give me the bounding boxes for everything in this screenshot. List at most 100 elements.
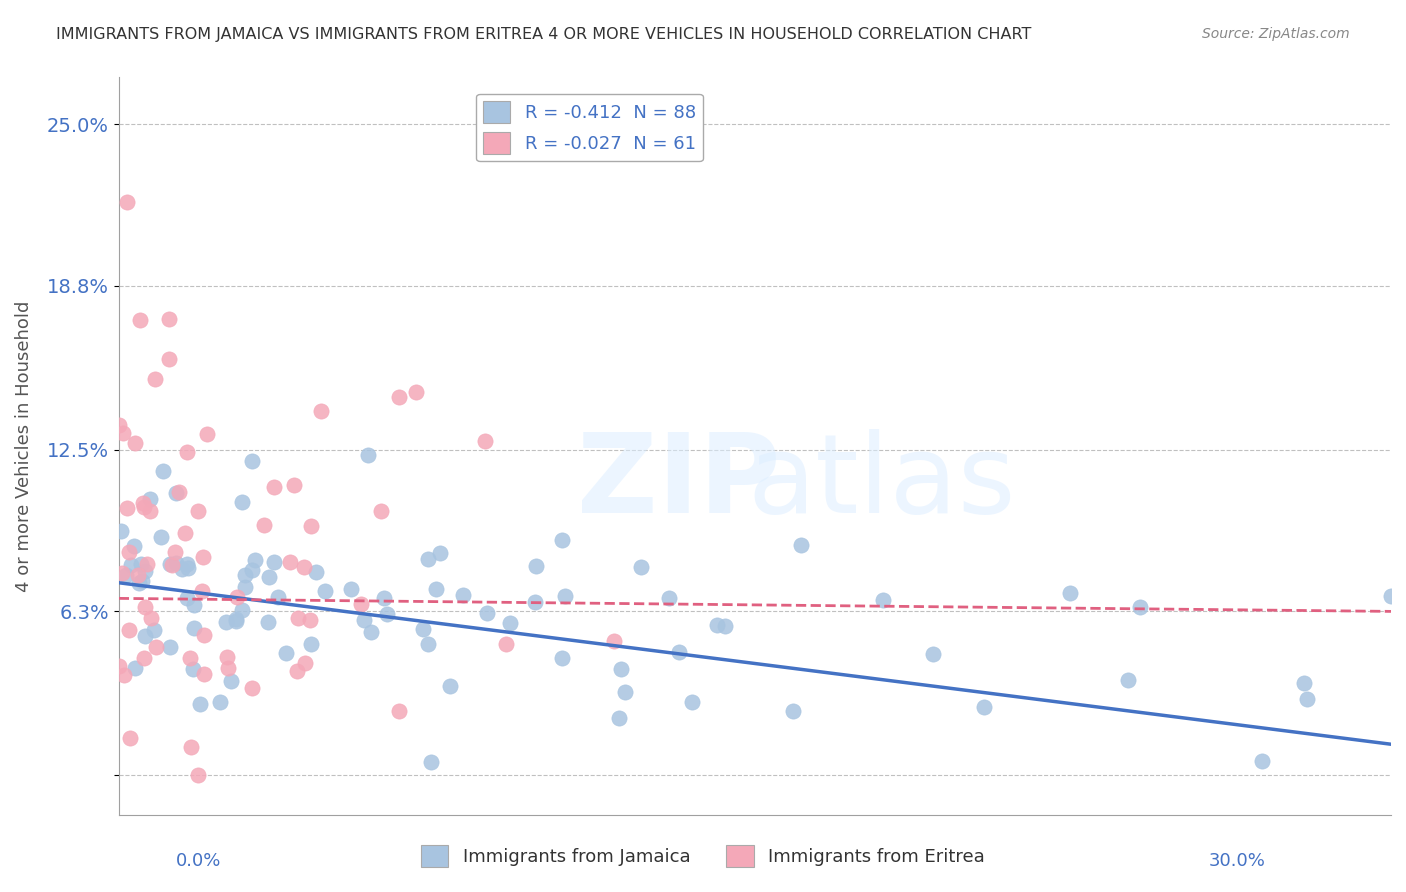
Point [112,425,135,440]
Point [145,640,167,654]
Point [614,685,637,699]
Point [124,661,146,675]
Point [186,504,208,518]
Point [1251,754,1274,768]
Point [233,568,256,582]
Point [177,560,200,574]
Point [360,624,382,639]
Legend: Immigrants from Jamaica, Immigrants from Eritrea: Immigrants from Jamaica, Immigrants from… [413,838,993,874]
Text: 0.0%: 0.0% [176,852,221,870]
Point [124,436,146,450]
Point [412,622,434,636]
Point [145,372,167,386]
Point [131,574,153,589]
Y-axis label: 4 or more Vehicles in Household: 4 or more Vehicles in Household [15,301,32,591]
Point [159,558,181,572]
Text: 30.0%: 30.0% [1209,852,1265,870]
Point [195,426,218,441]
Point [285,664,308,678]
Point [118,623,141,637]
Point [111,566,134,580]
Point [973,700,995,714]
Point [180,740,202,755]
Point [134,564,156,578]
Point [129,557,152,571]
Point [375,607,398,621]
Point [167,485,190,500]
Point [132,496,155,510]
Point [114,568,136,582]
Point [782,704,804,718]
Point [110,524,132,539]
Point [263,480,285,494]
Text: IMMIGRANTS FROM JAMAICA VS IMMIGRANTS FROM ERITREA 4 OR MORE VEHICLES IN HOUSEHO: IMMIGRANTS FROM JAMAICA VS IMMIGRANTS FR… [56,27,1032,42]
Point [922,647,945,661]
Point [193,628,215,642]
Point [499,615,522,630]
Point [176,445,198,459]
Point [163,545,186,559]
Point [259,570,281,584]
Point [314,584,336,599]
Point [657,591,679,606]
Point [551,650,574,665]
Point [292,559,315,574]
Point [138,504,160,518]
Point [309,404,332,418]
Point [172,562,194,576]
Point [714,619,737,633]
Point [112,668,135,682]
Point [554,589,576,603]
Point [160,558,183,572]
Point [159,640,181,654]
Point [253,518,276,533]
Point [108,659,131,673]
Point [152,465,174,479]
Point [183,621,205,635]
Point [263,555,285,569]
Text: atlas: atlas [748,429,1017,536]
Text: Source: ZipAtlas.com: Source: ZipAtlas.com [1202,27,1350,41]
Point [157,312,180,326]
Point [609,662,631,676]
Point [181,662,204,676]
Point [117,500,139,515]
Point [118,545,141,559]
Point [215,615,238,630]
Point [370,503,392,517]
Point [217,649,239,664]
Point [157,351,180,366]
Point [298,614,321,628]
Point [226,591,249,605]
Point [183,598,205,612]
Point [209,695,232,709]
Point [190,584,212,599]
Point [139,491,162,506]
Point [240,563,263,577]
Point [115,195,138,210]
Point [526,559,548,574]
Point [373,591,395,606]
Point [193,667,215,681]
Point [607,711,630,725]
Point [1059,586,1081,600]
Point [283,477,305,491]
Point [294,656,316,670]
Point [108,417,131,432]
Point [187,768,209,782]
Point [551,533,574,547]
Point [388,390,411,404]
Point [630,559,652,574]
Point [176,591,198,606]
Point [681,695,703,709]
Point [267,591,290,605]
Point [124,539,146,553]
Point [495,637,517,651]
Point [179,651,201,665]
Point [339,582,361,596]
Point [419,755,441,769]
Point [1296,691,1319,706]
Point [219,674,242,689]
Point [274,646,297,660]
Point [388,704,411,718]
